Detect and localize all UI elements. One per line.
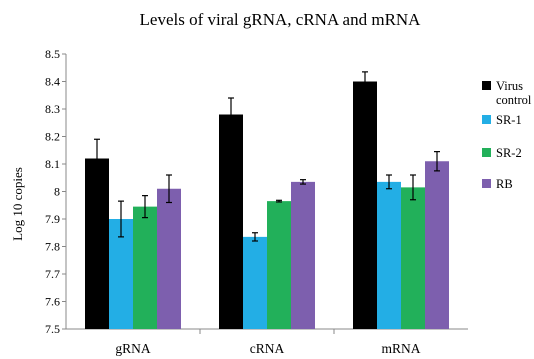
y-tick-label: 8 [54,185,60,199]
bar-virus-control-mrna [353,81,377,329]
y-tick-label: 7.7 [45,267,60,281]
axes: 7.5 7.6 7.7 7.8 7.9 8 8.1 8.2 8.3 8.4 8.5 gRNA cRNA m… [45,47,468,356]
legend-swatch [482,115,491,124]
bar-rb-crna [291,181,315,329]
y-tick-label: 8.4 [45,75,60,89]
bar-sr-2-grna [133,206,157,329]
bar-sr-1-mrna [377,181,401,329]
legend-label: control [496,93,532,107]
bars [85,71,449,329]
bar-virus-control-crna [219,114,243,329]
y-axis-label: Log 10 copies [10,167,25,241]
legend-swatch [482,81,491,90]
y-tick-label: 8.3 [45,102,60,116]
y-tick-label: 7.9 [45,212,60,226]
legend-swatch [482,148,491,157]
legend-label: SR-1 [496,113,522,127]
legend-swatch [482,179,491,188]
bar-rb-mrna [425,161,449,329]
y-tick-label: 7.8 [45,240,60,254]
legend-label: Virus [496,79,523,93]
bar-virus-control-grna [85,158,109,329]
bar-rb-grna [157,188,181,329]
y-tick-label: 8.2 [45,130,60,144]
legend-label: RB [496,177,513,191]
x-tick-label: cRNA [250,341,285,356]
y-tick-label: 8.1 [45,157,60,171]
legend-label: SR-2 [496,146,522,160]
y-tick-label: 7.6 [45,295,60,309]
bar-sr-2-mrna [401,187,425,329]
y-tick-label: 8.5 [45,47,60,61]
chart-title: Levels of viral gRNA, cRNA and mRNA [140,10,422,29]
x-tick-label: gRNA [115,341,151,356]
x-tick-label: mRNA [381,341,420,356]
bar-sr-1-crna [243,236,267,329]
bar-sr-2-crna [267,201,291,329]
y-tick-label: 7.5 [45,322,60,336]
